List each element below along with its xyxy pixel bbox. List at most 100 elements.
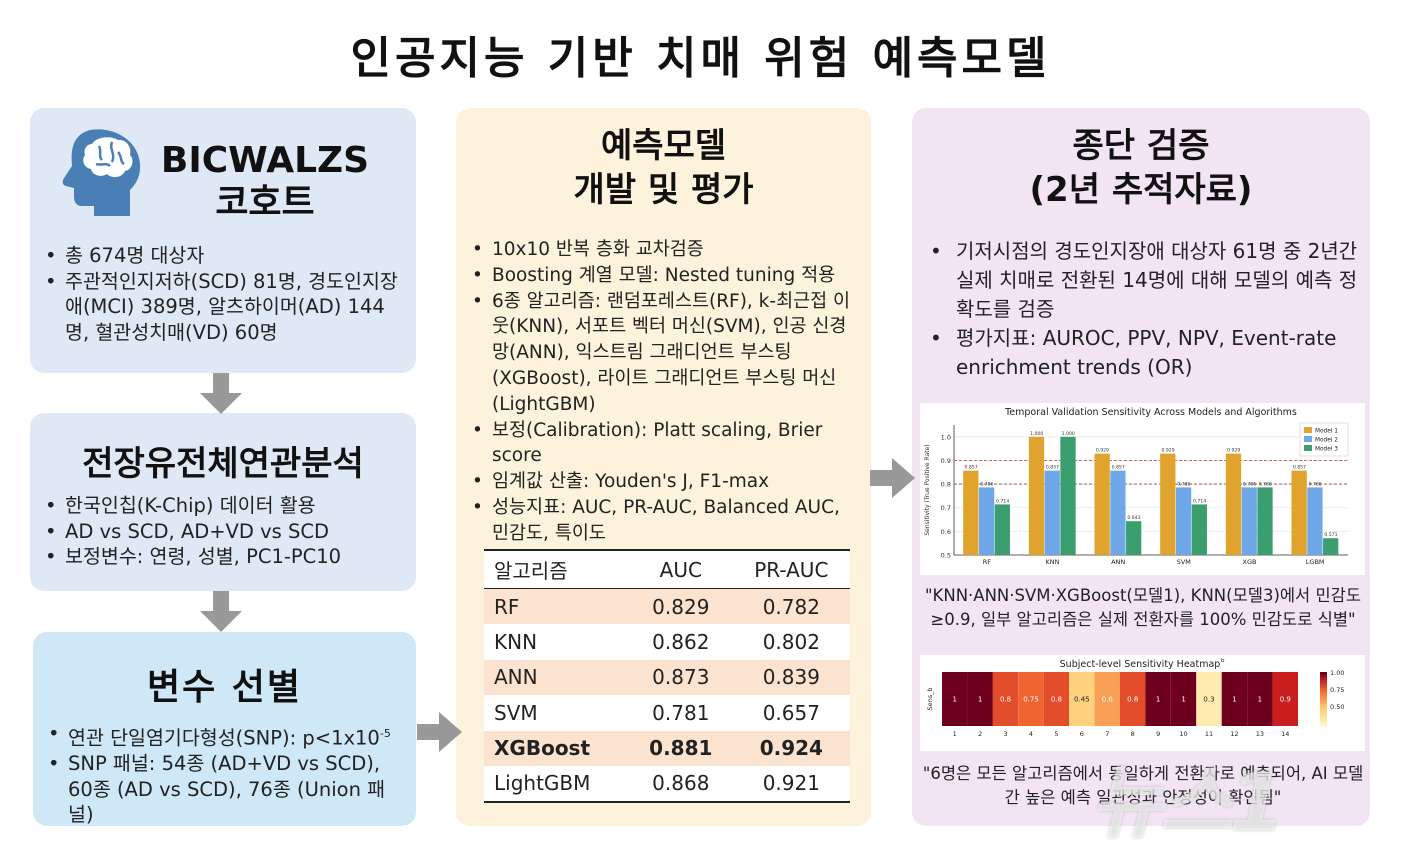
colorbar-segment xyxy=(1320,715,1327,719)
table-row: ANN 0.873 0.839 xyxy=(484,659,850,695)
colorbar-segment xyxy=(1320,685,1327,689)
heatmap-column-label: 3 xyxy=(1004,730,1008,738)
model-bullet: 보정(Calibration): Platt scaling, Brier sc… xyxy=(472,418,862,470)
colorbar-segment xyxy=(1320,693,1327,697)
model-bullet: 임계값 산출: Youden's J, F1-max xyxy=(472,469,862,495)
legend-swatch xyxy=(1304,445,1312,451)
colorbar-segment xyxy=(1320,704,1327,708)
model-bullet: 10x10 반복 층화 교차검증 xyxy=(472,237,862,263)
sensitivity-bar-chart-svg: Temporal Validation Sensitivity Across M… xyxy=(924,407,1349,566)
colorbar-segment xyxy=(1320,680,1327,684)
x-tick-label: XGB xyxy=(1243,558,1257,566)
sensitivity-heatmap: Subject-level Sensitivity Heatmap b 1 1 1 2 0.… xyxy=(920,655,1365,751)
heatmap-cell-value: 0.8 xyxy=(1000,696,1011,704)
table-row: LightGBM 0.868 0.921 xyxy=(484,766,850,803)
sensitivity-bar-chart: Temporal Validation Sensitivity Across M… xyxy=(920,403,1365,575)
table-cell-prauc: 0.921 xyxy=(732,766,850,803)
legend-swatch xyxy=(1304,436,1312,442)
heatmap-cell xyxy=(1094,672,1120,726)
model-bullet: 6종 알고리즘: 랜덤포레스트(RF), k-최근접 이웃(KNN), 서포트 … xyxy=(472,289,862,418)
model-bullet: Boosting 계열 모델: Nested tuning 적용 xyxy=(472,263,862,289)
colorbar-tick-label: 0.50 xyxy=(1330,703,1344,711)
cohort-heading-label: 코호트 xyxy=(215,182,315,223)
data-label: 0.786 xyxy=(1259,481,1272,487)
cohort-bullet: 총 674명 대상자 xyxy=(45,243,407,269)
table-cell-prauc: 0.839 xyxy=(732,659,850,695)
x-tick-label: RF xyxy=(983,558,992,566)
heatmap-column-label: 8 xyxy=(1131,730,1135,738)
table-cell-auc: 0.781 xyxy=(628,695,733,731)
heatmap-cell-value: 0.9 xyxy=(1280,696,1291,704)
brain-head-icon xyxy=(62,129,141,216)
bar xyxy=(1126,521,1142,555)
heatmap-cell-value: 1 xyxy=(1181,696,1185,704)
colorbar-segment xyxy=(1320,712,1327,716)
model-heading-line1: 예측모델 xyxy=(600,126,727,166)
colorbar-segment xyxy=(1320,682,1327,686)
bar xyxy=(1175,487,1192,555)
validation-heading-line2: (2년 추적자료) xyxy=(1029,170,1253,210)
data-label: 0.857 xyxy=(1046,465,1059,471)
validation-bullet: 기저시점의 경도인지장애 대상자 61명 중 2년간 실제 치매로 전환된 14… xyxy=(930,237,1360,324)
cohort-bullet: 주관적인지저하(SCD) 81명, 경도인지장애(MCI) 389명, 알츠하이… xyxy=(45,269,407,346)
heatmap-cell xyxy=(942,672,968,726)
bar xyxy=(978,487,995,555)
legend-swatch xyxy=(1304,427,1312,433)
bar xyxy=(1291,470,1307,555)
snp-threshold-exponent: -5 xyxy=(379,727,391,740)
heatmap-column-label: 6 xyxy=(1080,730,1084,738)
colorbar-segment xyxy=(1320,690,1327,695)
heatmap-cell xyxy=(1120,672,1146,726)
heatmap-cell xyxy=(1170,672,1197,726)
y-axis-label: Sensitivity (True Positive Rate) xyxy=(924,444,931,535)
heatmap-cell xyxy=(1196,672,1222,726)
bar xyxy=(1094,453,1110,555)
heatmap-cell xyxy=(1272,672,1298,726)
heatmap-cell xyxy=(1247,672,1273,726)
data-label: 1.000 xyxy=(1030,431,1043,437)
cohort-heading: BICWALZS 코호트 xyxy=(150,140,380,224)
right-arrow-icon xyxy=(417,712,462,752)
data-label: 0.857 xyxy=(1293,465,1306,471)
data-label: 1.000 xyxy=(1062,431,1075,437)
heatmap-cell-value: 0.75 xyxy=(1023,696,1039,704)
table-cell-auc: 0.868 xyxy=(628,766,733,803)
heatmap-title-superscript: b xyxy=(1221,658,1225,664)
y-tick-label: 1.0 xyxy=(941,433,951,441)
colorbar-segment xyxy=(1320,688,1327,692)
bar xyxy=(1241,487,1257,555)
data-label: 0.786 xyxy=(1177,481,1190,487)
right-arrow-icon xyxy=(870,458,915,498)
colorbar-tick-label: 1.00 xyxy=(1330,669,1344,677)
heatmap-quote: "6명은 모든 알고리즘에서 동일하게 전환자로 예측되어, AI 모델 간 높… xyxy=(922,764,1364,807)
y-tick-label: 0.6 xyxy=(941,528,951,536)
heatmap-cell-value: 0.8 xyxy=(1127,696,1138,704)
table-header-prauc: PR-AUC xyxy=(732,549,850,589)
table-cell-auc: 0.881 xyxy=(628,730,733,766)
table-cell-auc: 0.873 xyxy=(628,659,733,695)
bar xyxy=(1160,453,1176,555)
chart-title: Temporal Validation Sensitivity Across M… xyxy=(1004,407,1297,418)
gwas-bullet: 한국인칩(K-Chip) 데이터 활용 xyxy=(45,493,407,519)
validation-heading-line1: 종단 검증 xyxy=(1072,126,1210,166)
bar xyxy=(1028,436,1045,555)
legend-label: Model 2 xyxy=(1315,438,1338,444)
heatmap-cell-value: 1 xyxy=(1232,696,1236,704)
variable-bullet: 연관 단일염기다형성(SNP): p<1x10-5 xyxy=(48,721,410,751)
table-cell-algorithm: ANN xyxy=(484,659,629,695)
heatmap-cell xyxy=(1018,672,1044,726)
colorbar-segment xyxy=(1320,672,1327,676)
data-label: 0.643 xyxy=(1127,515,1140,521)
sensitivity-heatmap-svg: Subject-level Sensitivity Heatmap b11120.… xyxy=(926,658,1344,738)
table-row: XGBoost 0.881 0.924 xyxy=(484,730,850,766)
bar xyxy=(1191,504,1207,555)
y-tick-label: 0.7 xyxy=(941,504,951,512)
data-label: 0.786 xyxy=(1309,481,1322,487)
legend-label: Model 1 xyxy=(1315,429,1338,435)
data-label: 0.929 xyxy=(1096,448,1109,454)
x-tick-label: KNN xyxy=(1046,558,1060,566)
colorbar-segment xyxy=(1320,701,1327,705)
table-cell-prauc: 0.924 xyxy=(732,730,850,766)
performance-table: 알고리즘 AUC PR-AUC RF 0.829 0.782 KNN 0.862… xyxy=(484,549,850,803)
colorbar-tick-label: 0.75 xyxy=(1330,686,1344,694)
